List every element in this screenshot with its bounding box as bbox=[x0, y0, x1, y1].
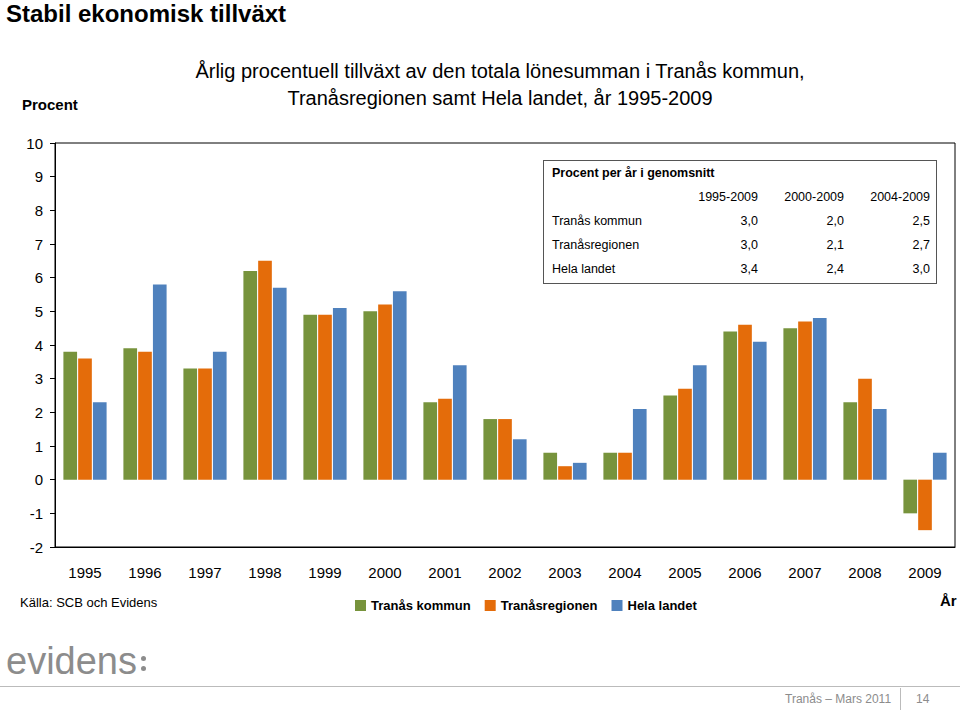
svg-text:1997: 1997 bbox=[188, 564, 221, 581]
svg-text:9: 9 bbox=[35, 168, 43, 185]
svg-text:8: 8 bbox=[35, 202, 43, 219]
html-text:2,4: 2,4 bbox=[826, 262, 844, 276]
svg-text:Hela landet: Hela landet bbox=[628, 598, 698, 613]
html-text:evidens: evidens bbox=[6, 640, 137, 682]
html-text:2000-2009: 2000-2009 bbox=[784, 190, 844, 204]
html-text:14: 14 bbox=[916, 692, 930, 706]
svg-text:2000: 2000 bbox=[368, 564, 401, 581]
svg-text:-1: -1 bbox=[30, 505, 43, 522]
svg-text:2007: 2007 bbox=[788, 564, 821, 581]
html-text:Procent: Procent bbox=[22, 96, 78, 113]
html-text:Årlig procentuell tillväxt av: Årlig procentuell tillväxt av den totala… bbox=[195, 60, 805, 109]
html-text:Hela landet: Hela landet bbox=[552, 262, 616, 276]
svg-text:1998: 1998 bbox=[248, 564, 281, 581]
svg-text:10: 10 bbox=[26, 135, 43, 152]
html-text:3,0: 3,0 bbox=[740, 238, 758, 252]
svg-text:1996: 1996 bbox=[128, 564, 161, 581]
html-text:1995-2009: 1995-2009 bbox=[698, 190, 758, 204]
html-text:2,7: 2,7 bbox=[912, 238, 930, 252]
svg-text:2001: 2001 bbox=[428, 564, 461, 581]
svg-text:4: 4 bbox=[35, 337, 43, 354]
html-text:2,5: 2,5 bbox=[912, 214, 930, 228]
html-text:År: År bbox=[940, 592, 957, 609]
html-text:3,0: 3,0 bbox=[912, 262, 930, 276]
svg-text:1: 1 bbox=[35, 438, 43, 455]
html-text:Tranås – Mars 2011: Tranås – Mars 2011 bbox=[785, 692, 892, 706]
html-text:2,0: 2,0 bbox=[826, 214, 844, 228]
html-text:Procent per år i genomsnitt: Procent per år i genomsnitt bbox=[552, 166, 715, 180]
html-text:Stabil ekonomisk tillväxt: Stabil ekonomisk tillväxt bbox=[6, 0, 287, 27]
svg-text:2009: 2009 bbox=[908, 564, 941, 581]
svg-text:1995: 1995 bbox=[68, 564, 101, 581]
svg-text:2004: 2004 bbox=[608, 564, 641, 581]
svg-text:Tranåsregionen: Tranåsregionen bbox=[501, 598, 598, 613]
svg-text:2005: 2005 bbox=[668, 564, 701, 581]
svg-text:-2: -2 bbox=[30, 539, 43, 556]
svg-text:0: 0 bbox=[35, 471, 43, 488]
svg-text:2003: 2003 bbox=[548, 564, 581, 581]
html-text:3,0: 3,0 bbox=[740, 214, 758, 228]
svg-text:2002: 2002 bbox=[488, 564, 521, 581]
svg-text:6: 6 bbox=[35, 269, 43, 286]
html-text:Tranås kommun: Tranås kommun bbox=[552, 214, 642, 228]
svg-text:5: 5 bbox=[35, 303, 43, 320]
html-text:Källa: SCB och Evidens: Källa: SCB och Evidens bbox=[20, 595, 158, 610]
html-text:3,4: 3,4 bbox=[740, 262, 758, 276]
svg-text:3: 3 bbox=[35, 370, 43, 387]
html-text:Tranåsregionen: Tranåsregionen bbox=[552, 238, 640, 252]
svg-text:1999: 1999 bbox=[308, 564, 341, 581]
svg-text:2: 2 bbox=[35, 404, 43, 421]
svg-text:7: 7 bbox=[35, 236, 43, 253]
html-text:2,1: 2,1 bbox=[826, 238, 844, 252]
svg-text:2008: 2008 bbox=[848, 564, 881, 581]
svg-text:2006: 2006 bbox=[728, 564, 761, 581]
svg-text:Tranås kommun: Tranås kommun bbox=[371, 598, 471, 613]
html-text:2004-2009: 2004-2009 bbox=[870, 190, 930, 204]
